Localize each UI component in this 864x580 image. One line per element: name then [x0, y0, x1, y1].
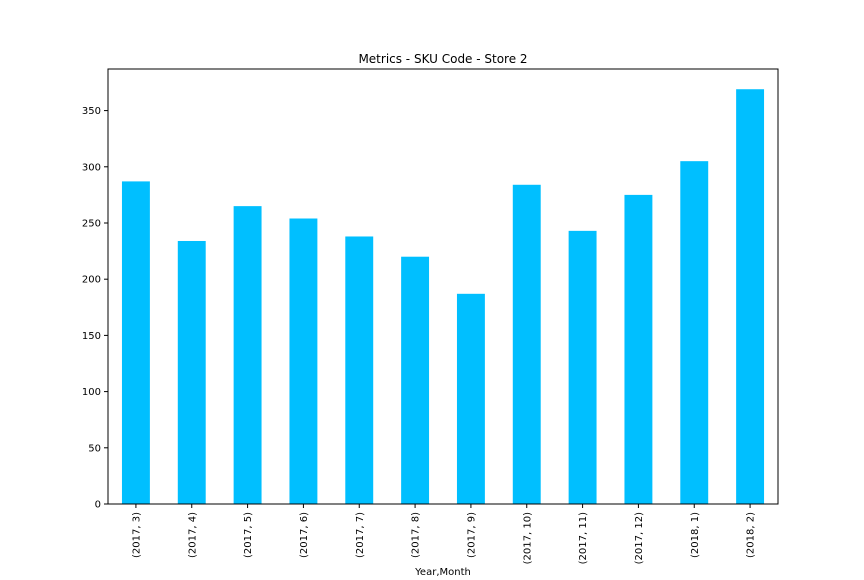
- y-tick-label: 0: [95, 500, 101, 511]
- y-tick-label: 350: [82, 106, 101, 117]
- bar: [289, 218, 318, 504]
- y-tick-label: 150: [82, 331, 101, 342]
- bar: [345, 236, 374, 505]
- x-tick-label: (2017, 4): [187, 512, 198, 558]
- bar: [624, 194, 653, 504]
- x-axis: (2017, 3) (2017, 4) (2017, 5) (2017, 6) (201…: [131, 504, 757, 564]
- bar: [736, 89, 765, 504]
- chart-title: Metrics - SKU Code - Store 2: [358, 52, 527, 66]
- x-tick-label: (2017, 9): [466, 512, 477, 558]
- bar: [401, 256, 430, 504]
- bar: [233, 206, 262, 504]
- y-tick-label: 250: [82, 218, 101, 229]
- bar: [568, 230, 597, 505]
- x-tick-label: (2017, 12): [634, 512, 645, 564]
- y-axis: 0 50 100 150 200 250 300 350: [82, 106, 108, 511]
- x-tick-label: (2017, 8): [411, 512, 422, 558]
- plot-frame: [107, 68, 779, 505]
- bar: [177, 240, 206, 505]
- bars-layer: [121, 89, 765, 505]
- y-tick-label: 50: [88, 443, 101, 454]
- bar: [121, 181, 150, 504]
- x-axis-label: Year,Month: [414, 567, 471, 576]
- y-tick-label: 200: [82, 275, 101, 286]
- x-tick-label: (2017, 5): [243, 512, 254, 558]
- x-tick-label: (2017, 10): [522, 512, 533, 564]
- y-tick-label: 100: [82, 387, 101, 398]
- x-tick-label: (2017, 3): [131, 512, 142, 558]
- y-tick-label: 300: [82, 162, 101, 173]
- bar: [456, 293, 485, 504]
- x-tick-label: (2017, 6): [299, 512, 310, 558]
- x-tick-label: (2017, 11): [578, 512, 589, 564]
- bar: [512, 184, 541, 504]
- x-tick-label: (2018, 2): [746, 512, 757, 558]
- x-tick-label: (2017, 7): [355, 512, 366, 558]
- x-tick-label: (2018, 1): [690, 512, 701, 558]
- bar: [680, 161, 709, 505]
